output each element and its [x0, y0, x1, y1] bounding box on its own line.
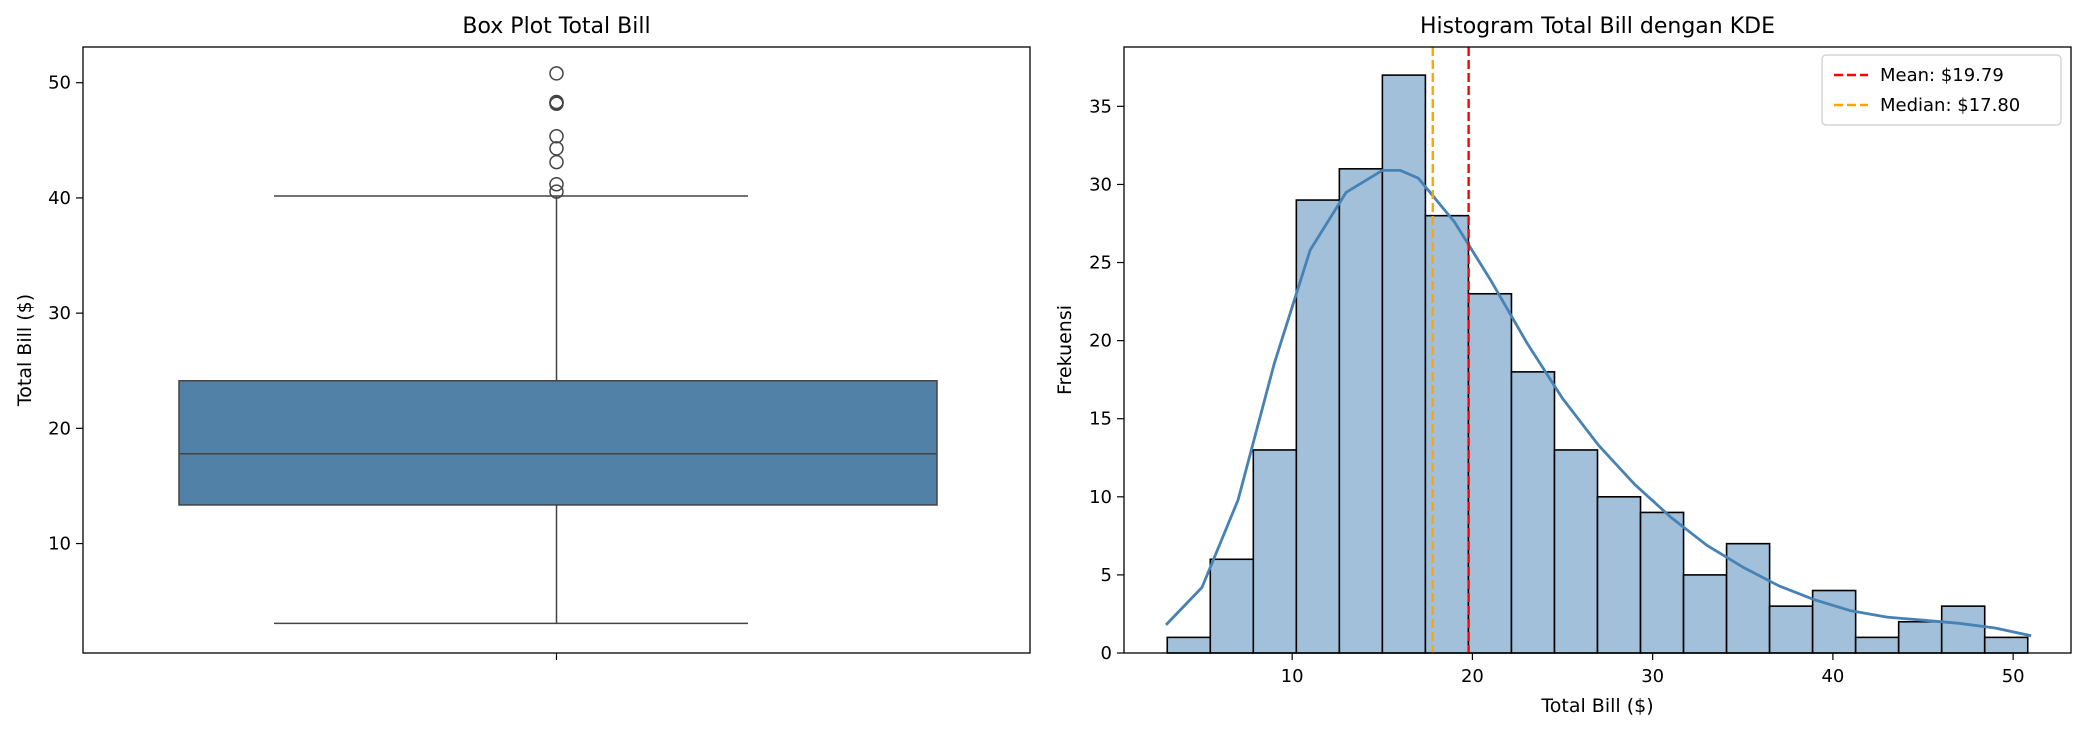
interquartile-box [178, 380, 938, 506]
outlier-point [549, 141, 564, 156]
outlier-point [549, 66, 564, 81]
box-plot-title: Box Plot Total Bill [462, 14, 650, 39]
histogram-bar [1768, 605, 1814, 654]
histogram-bar [1854, 636, 1900, 654]
histogram-x-tick-label: 10 [1281, 666, 1304, 687]
histogram-x-tick-label: 20 [1461, 666, 1484, 687]
box-plot-y-tick-label: 20 [48, 418, 71, 439]
histogram-bar [1166, 636, 1212, 654]
box-plot-y-tick-label: 40 [48, 188, 71, 209]
histogram-bar [1553, 449, 1599, 654]
histogram-y-tick-label: 5 [1101, 565, 1112, 586]
box-plot-y-tick-label: 50 [48, 73, 71, 94]
legend-label: Mean: $19.79 [1880, 65, 2004, 86]
histogram-y-tick-label: 25 [1089, 253, 1112, 274]
histogram-y-tick-label: 15 [1089, 409, 1112, 430]
histogram-y-tick-label: 35 [1089, 96, 1112, 117]
histogram-y-tick-label: 0 [1101, 643, 1112, 664]
box-plot-y-axis-label: Total Bill ($) [14, 294, 36, 407]
outlier-point [549, 129, 564, 144]
histogram-title: Histogram Total Bill dengan KDE [1420, 14, 1775, 39]
histogram-bar [1596, 496, 1642, 654]
outlier-point [549, 176, 564, 192]
outlier-point [549, 94, 564, 110]
histogram-bar [1983, 636, 2029, 654]
histogram-y-tick-label: 10 [1089, 487, 1112, 508]
outlier-point [549, 184, 564, 199]
histogram-x-tick-label: 50 [2002, 666, 2025, 687]
histogram-bar [1381, 74, 1427, 654]
histogram-panel: Histogram Total Bill dengan KDE Total Bil… [1054, 14, 2072, 717]
histogram-y-tick-label: 30 [1089, 174, 1112, 195]
box-plot-axes-frame [82, 46, 1031, 654]
histogram-bar [1295, 199, 1341, 654]
legend-frame [1821, 54, 2062, 126]
legend-label: Median: $17.80 [1880, 95, 2020, 116]
histogram-x-tick-label: 40 [1821, 666, 1844, 687]
histogram-axes-frame [1123, 46, 2072, 654]
box-plot-panel: Box Plot Total Bill Total Bill ($) 10 20 30 4… [14, 14, 1031, 660]
histogram-y-tick-label: 20 [1089, 331, 1112, 352]
histogram-bar [1510, 371, 1556, 654]
histogram-x-tick-label: 30 [1641, 666, 1664, 687]
box-plot-y-tick-label: 30 [48, 303, 71, 324]
histogram-bar [1897, 620, 1943, 654]
histogram-y-axis-label: Frekuensi [1054, 305, 1076, 395]
box-plot-y-tick-label: 10 [48, 534, 71, 555]
histogram-bar [1639, 511, 1685, 654]
histogram-bar [1682, 574, 1728, 654]
histogram-legend: Mean: $19.79 Median: $17.80 [1821, 54, 2062, 126]
kde-curve [1164, 168, 2032, 638]
histogram-bar [1467, 292, 1513, 654]
histogram-bar [1209, 558, 1255, 654]
histogram-bar [1252, 449, 1298, 654]
outlier-point [549, 154, 564, 170]
histogram-bar [1940, 605, 1986, 654]
histogram-x-axis-label: Total Bill ($) [1540, 695, 1653, 717]
histogram-bar [1338, 168, 1384, 654]
